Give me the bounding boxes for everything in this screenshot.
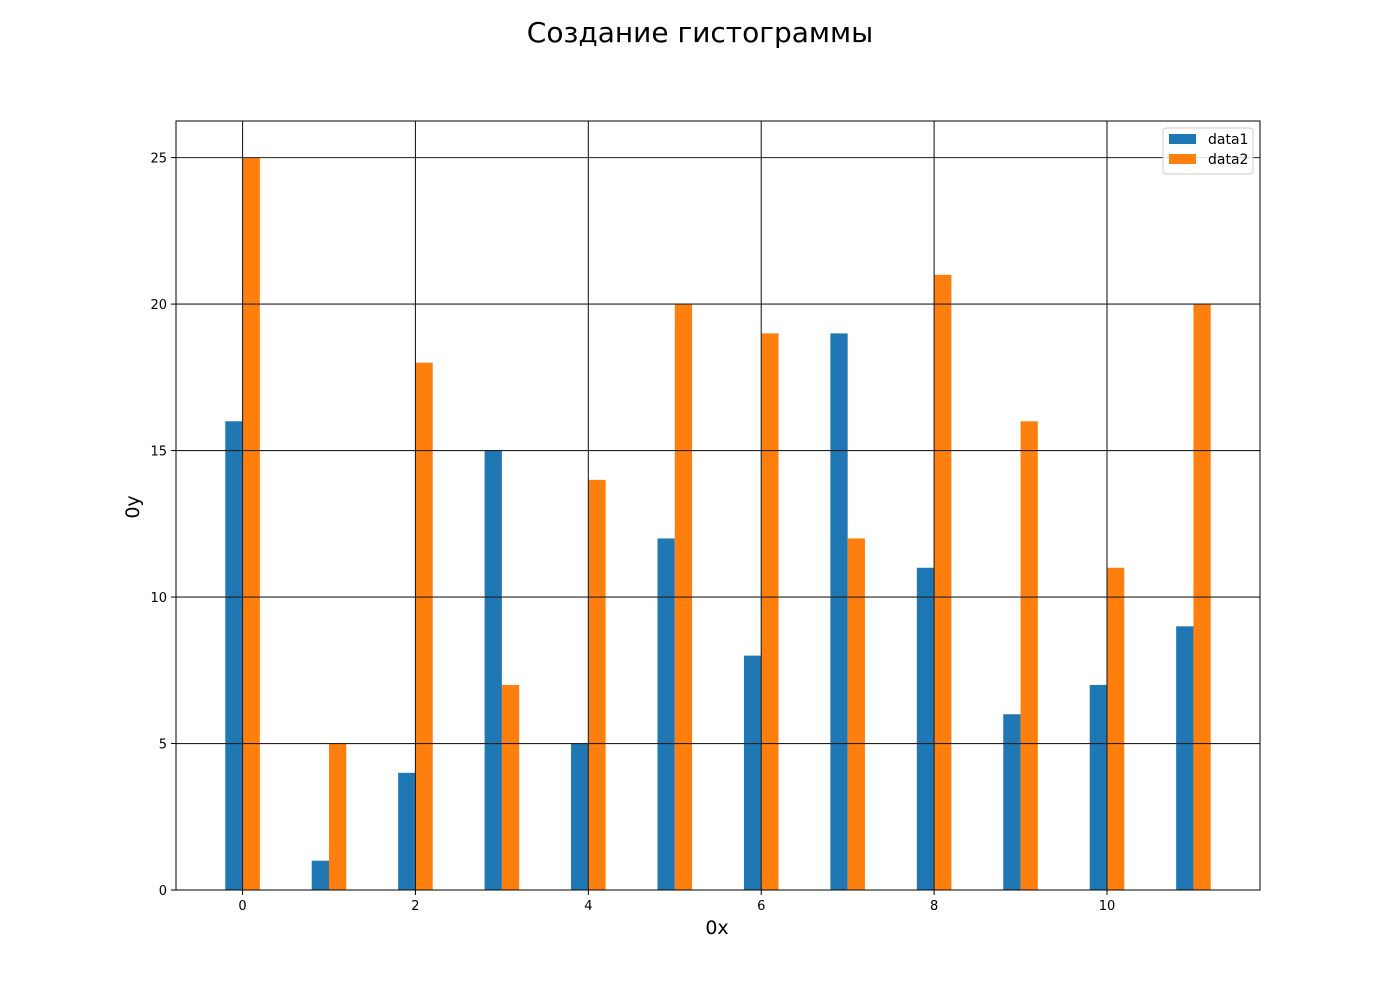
y-tick-label: 20 bbox=[150, 298, 167, 313]
bar-data1-10 bbox=[1089, 684, 1107, 890]
x-tick-label: 4 bbox=[584, 899, 592, 914]
y-tick-label: 5 bbox=[159, 738, 167, 753]
bar-data1-7 bbox=[830, 333, 848, 890]
x-tick-label: 10 bbox=[1099, 899, 1116, 914]
bar-data2-10 bbox=[1106, 567, 1125, 890]
bar-data1-4 bbox=[571, 743, 589, 890]
bar-data2-0 bbox=[242, 157, 260, 891]
bar-data1-5 bbox=[657, 538, 675, 890]
bar-data1-3 bbox=[484, 450, 502, 890]
bar-data2-8 bbox=[934, 274, 952, 890]
legend: data1 data2 bbox=[1162, 127, 1254, 175]
x-tick-label: 2 bbox=[411, 899, 419, 914]
bar-data1-11 bbox=[1176, 626, 1194, 890]
bar-data1-6 bbox=[743, 655, 762, 890]
axes-frame bbox=[175, 120, 1261, 891]
bar-data1-2 bbox=[398, 772, 416, 890]
legend-label-data1: data1 bbox=[1208, 132, 1248, 148]
x-axis-label: 0x bbox=[705, 917, 728, 939]
bar-data1-1 bbox=[311, 860, 330, 890]
bar-data2-7 bbox=[847, 538, 865, 890]
plot-area: 0 2 4 6 8 10 0 5 10 15 20 25 data1 data2 bbox=[150, 120, 1261, 914]
y-axis-label: 0y bbox=[122, 495, 144, 518]
y-tick-label: 0 bbox=[159, 884, 167, 899]
legend-label-data2: data2 bbox=[1208, 152, 1248, 168]
bar-data1-0 bbox=[225, 421, 243, 890]
bar-data2-1 bbox=[329, 743, 347, 890]
x-tick-label: 8 bbox=[930, 899, 938, 914]
bar-data2-3 bbox=[501, 684, 520, 890]
bar-data1-9 bbox=[1003, 714, 1021, 890]
x-tick-label: 0 bbox=[238, 899, 246, 914]
bar-data2-6 bbox=[761, 333, 779, 890]
bar-data2-2 bbox=[415, 362, 433, 891]
bar-data1-8 bbox=[916, 567, 935, 890]
bar-data2-4 bbox=[588, 479, 606, 890]
legend-swatch-data1 bbox=[1169, 134, 1196, 144]
chart-title: Создание гистограммы bbox=[527, 16, 873, 49]
y-tick-label: 10 bbox=[150, 591, 167, 606]
legend-swatch-data2 bbox=[1169, 154, 1196, 164]
y-tick-label: 25 bbox=[150, 152, 167, 167]
x-tick-label: 6 bbox=[757, 899, 765, 914]
bar-data2-9 bbox=[1020, 421, 1038, 890]
y-tick-label: 15 bbox=[150, 445, 167, 460]
